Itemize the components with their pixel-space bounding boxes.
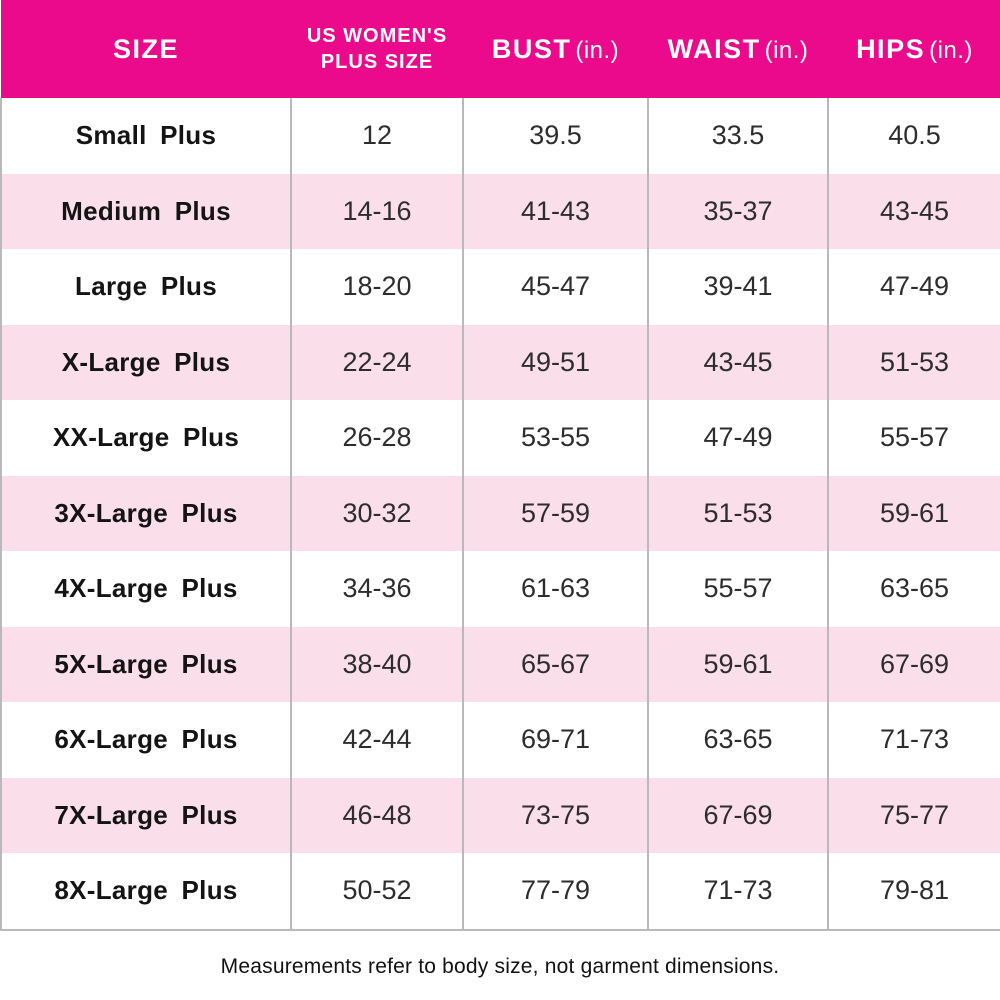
waist-value: 33.5 [647, 98, 828, 174]
header-bust-label: BUST [491, 33, 572, 64]
hips-value: 47-49 [827, 249, 1000, 325]
waist-value: 71-73 [647, 853, 828, 931]
hips-value: 55-57 [827, 400, 1000, 476]
us-size-value: 22-24 [290, 324, 463, 400]
bust-value: 57-59 [462, 475, 648, 551]
bust-value: 77-79 [462, 853, 648, 931]
hips-value: 75-77 [827, 777, 1000, 853]
size-label: Medium Plus [0, 173, 291, 249]
header-bust-unit: (in.) [575, 36, 620, 64]
table-row: 4X-Large Plus 34-36 61-63 55-57 63-65 [0, 551, 1000, 627]
hips-value: 51-53 [827, 324, 1000, 400]
size-chart-table: SIZE US WOMEN'S PLUS SIZE BUST (in.) WAIS… [0, 0, 1000, 931]
bust-value: 73-75 [462, 777, 648, 853]
bust-value: 65-67 [462, 626, 648, 702]
header-us-plus-line1: US WOMEN'S [306, 25, 448, 47]
column-header-us-plus-size: US WOMEN'S PLUS SIZE [291, 0, 463, 98]
us-size-value: 42-44 [290, 702, 463, 778]
bust-value: 49-51 [462, 324, 648, 400]
hips-value: 71-73 [827, 702, 1000, 778]
us-size-value: 12 [290, 98, 463, 174]
waist-value: 43-45 [647, 324, 828, 400]
waist-value: 47-49 [647, 400, 828, 476]
table-row: 6X-Large Plus 42-44 69-71 63-65 71-73 [0, 702, 1000, 778]
table-row: 7X-Large Plus 46-48 73-75 67-69 75-77 [0, 777, 1000, 853]
us-size-value: 34-36 [290, 551, 463, 627]
size-label: X-Large Plus [0, 324, 291, 400]
waist-value: 55-57 [647, 551, 828, 627]
size-label: 7X-Large Plus [0, 777, 291, 853]
header-size-label: SIZE [112, 33, 179, 64]
size-label: 6X-Large Plus [0, 702, 291, 778]
table-row: Medium Plus 14-16 41-43 35-37 43-45 [0, 173, 1000, 249]
waist-value: 59-61 [647, 626, 828, 702]
hips-value: 40.5 [827, 98, 1000, 174]
hips-value: 67-69 [827, 626, 1000, 702]
hips-value: 63-65 [827, 551, 1000, 627]
table-row: Large Plus 18-20 45-47 39-41 47-49 [0, 249, 1000, 325]
hips-value: 79-81 [827, 853, 1000, 931]
column-header-hips: HIPS (in.) [828, 0, 1000, 98]
hips-value: 59-61 [827, 475, 1000, 551]
table-header: SIZE US WOMEN'S PLUS SIZE BUST (in.) WAIS… [1, 0, 1000, 98]
column-header-size: SIZE [1, 0, 291, 98]
header-hips-unit: (in.) [929, 36, 973, 64]
measurement-footnote: Measurements refer to body size, not gar… [220, 954, 780, 978]
bust-value: 45-47 [462, 249, 648, 325]
header-waist-unit: (in.) [764, 36, 809, 64]
bust-value: 53-55 [462, 400, 648, 476]
waist-value: 39-41 [647, 249, 828, 325]
us-size-value: 30-32 [290, 475, 463, 551]
table-row: Small Plus 12 39.5 33.5 40.5 [0, 98, 1000, 174]
size-label: 8X-Large Plus [0, 853, 291, 931]
table-body: Small Plus 12 39.5 33.5 40.5 Medium Plus… [0, 98, 1000, 931]
waist-value: 51-53 [647, 475, 828, 551]
header-hips-label: HIPS [856, 33, 926, 64]
us-size-value: 50-52 [290, 853, 463, 931]
waist-value: 67-69 [647, 777, 828, 853]
bust-value: 41-43 [462, 173, 648, 249]
us-size-value: 14-16 [290, 173, 463, 249]
table-row: 3X-Large Plus 30-32 57-59 51-53 59-61 [0, 475, 1000, 551]
waist-value: 63-65 [647, 702, 828, 778]
table-row: X-Large Plus 22-24 49-51 43-45 51-53 [0, 324, 1000, 400]
header-row: SIZE US WOMEN'S PLUS SIZE BUST (in.) WAIS… [1, 0, 1000, 98]
table-row: 8X-Large Plus 50-52 77-79 71-73 79-81 [0, 853, 1000, 931]
size-label: Large Plus [0, 249, 291, 325]
size-label: Small Plus [0, 98, 291, 174]
header-waist-label: WAIST [667, 33, 761, 64]
us-size-value: 18-20 [290, 249, 463, 325]
column-header-waist: WAIST (in.) [648, 0, 828, 98]
header-us-plus-line2: PLUS SIZE [320, 51, 434, 73]
bust-value: 39.5 [462, 98, 648, 174]
table-row: 5X-Large Plus 38-40 65-67 59-61 67-69 [0, 626, 1000, 702]
size-label: XX-Large Plus [0, 400, 291, 476]
us-size-value: 46-48 [290, 777, 463, 853]
size-label: 3X-Large Plus [0, 475, 291, 551]
us-size-value: 26-28 [290, 400, 463, 476]
size-label: 4X-Large Plus [0, 551, 291, 627]
waist-value: 35-37 [647, 173, 828, 249]
hips-value: 43-45 [827, 173, 1000, 249]
us-size-value: 38-40 [290, 626, 463, 702]
bust-value: 69-71 [462, 702, 648, 778]
bust-value: 61-63 [462, 551, 648, 627]
column-header-bust: BUST (in.) [463, 0, 648, 98]
table-row: XX-Large Plus 26-28 53-55 47-49 55-57 [0, 400, 1000, 476]
size-label: 5X-Large Plus [0, 626, 291, 702]
